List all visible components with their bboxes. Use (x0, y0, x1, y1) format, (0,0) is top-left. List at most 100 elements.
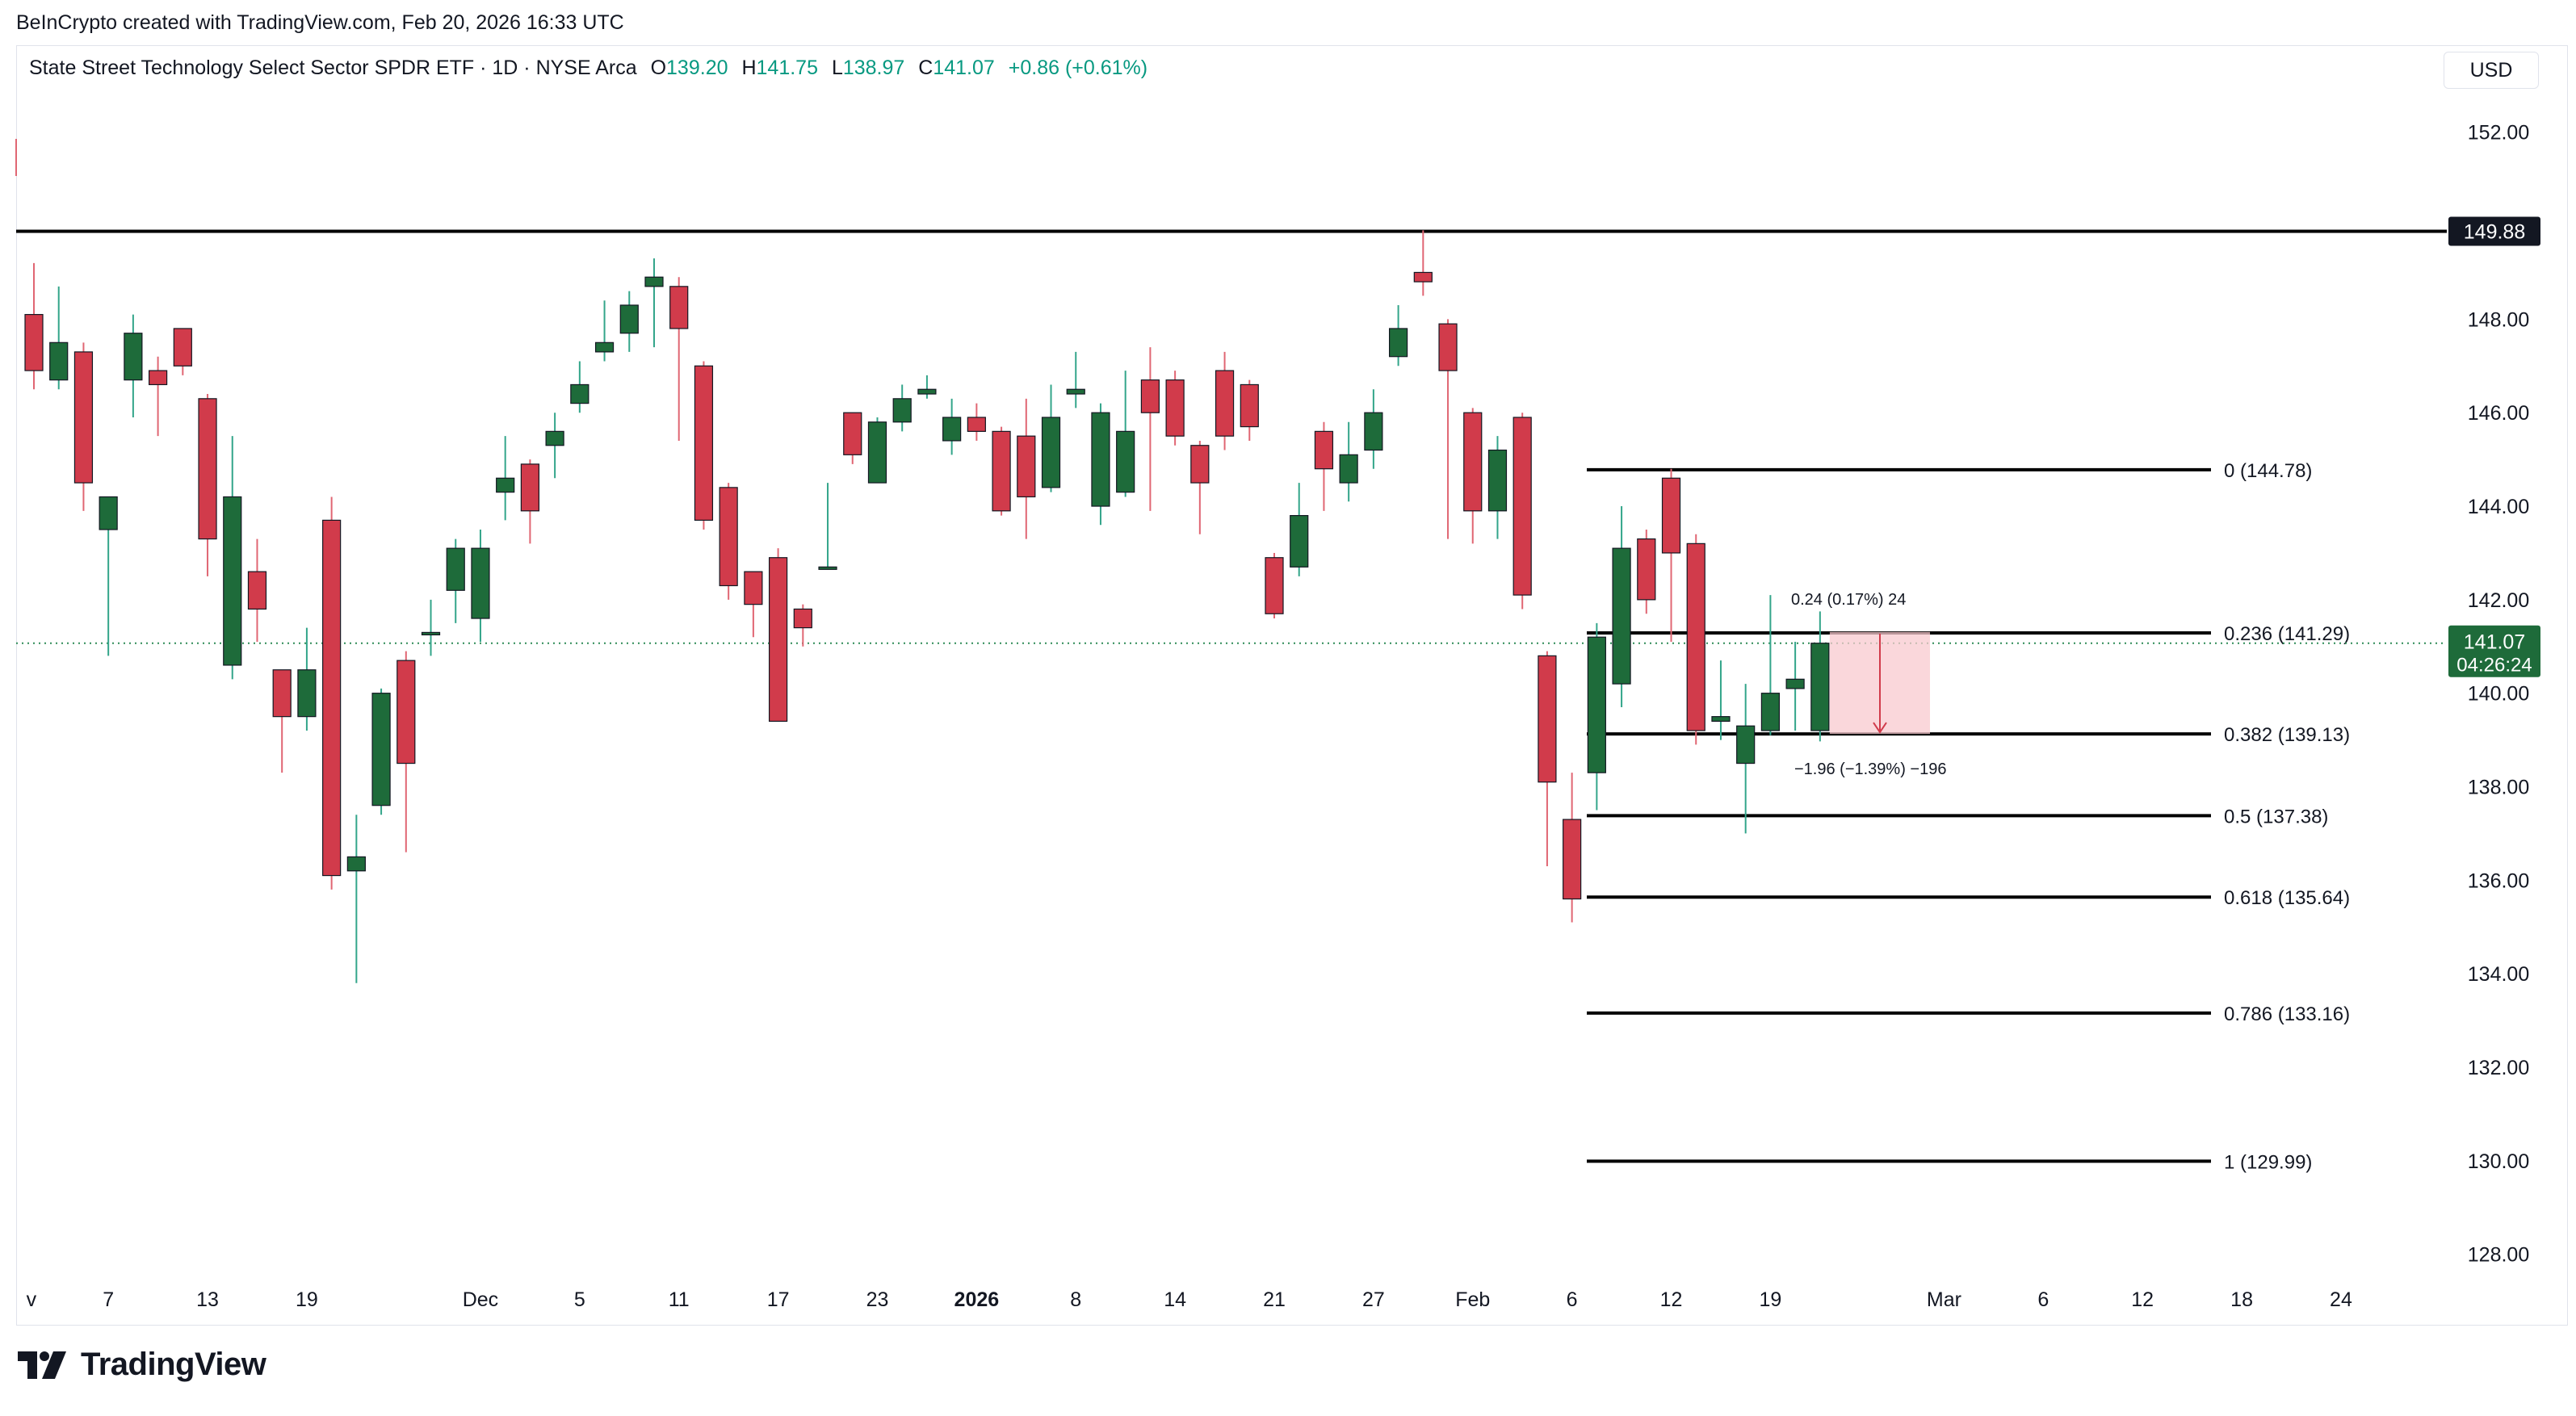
candle-body (1587, 636, 1606, 773)
measure-layer: 0.24 (0.17%) 24 −1.96 (−1.39%) −196 (1791, 591, 1946, 778)
candle-body (917, 388, 937, 395)
candle-body (1463, 412, 1483, 512)
candle-body (1388, 328, 1408, 358)
fib-level-label: 0.236 (141.29) (2224, 623, 2350, 645)
candle-body (867, 421, 887, 484)
candle-body (1066, 388, 1085, 395)
x-tick-label: 12 (1660, 1288, 1683, 1311)
candle-body (967, 417, 986, 432)
candle-body (1165, 379, 1185, 437)
candle-body (1413, 271, 1433, 283)
candle-body (818, 566, 837, 570)
chart-caption: BeInCrypto created with TradingView.com,… (16, 11, 624, 34)
tradingview-logo-icon (18, 1351, 66, 1379)
high-value: 141.75 (756, 57, 818, 79)
x-tick-label: 6 (1567, 1288, 1578, 1311)
y-tick-label: 146.00 (2468, 402, 2529, 425)
low-label: L (831, 57, 843, 79)
candle-body (1612, 547, 1631, 685)
candle-body (892, 398, 912, 423)
y-tick-label: 130.00 (2468, 1150, 2529, 1173)
candle-body (322, 519, 342, 877)
x-tick-label: 2026 (954, 1288, 1000, 1311)
candle-body (619, 304, 639, 334)
last-price-label: 141.07 (2464, 631, 2525, 654)
candle-body (173, 328, 192, 367)
fib-level-label: 1 (129.99) (2224, 1151, 2312, 1173)
candle-body (247, 571, 267, 610)
candle-body (843, 412, 862, 455)
candle-body (446, 547, 465, 591)
x-tick-label: Mar (1927, 1288, 1961, 1311)
candle-body (545, 430, 564, 446)
currency-button[interactable]: USD (2444, 52, 2539, 89)
candle-body (421, 631, 441, 635)
resistance-price-label: 149.88 (2464, 220, 2525, 243)
x-tick-label: v (27, 1288, 37, 1311)
y-tick-label: 142.00 (2468, 589, 2529, 612)
y-tick-label: 140.00 (2468, 683, 2529, 706)
symbol-title: State Street Technology Select Sector SP… (29, 57, 637, 79)
measure-upper-label: 0.24 (0.17%) 24 (1791, 591, 1906, 609)
candle-body (297, 669, 317, 718)
candle-body (1637, 538, 1656, 601)
symbol-legend[interactable]: State Street Technology Select Sector SP… (29, 57, 1147, 80)
brand-name: TradingView (81, 1347, 266, 1382)
y-tick-label: 132.00 (2468, 1057, 2529, 1079)
candle-body (124, 333, 143, 381)
x-tick-label: Dec (463, 1288, 498, 1311)
candle-body (1563, 819, 1582, 900)
candle-body (49, 341, 69, 381)
candle-body (1240, 383, 1259, 428)
candle-body (1538, 655, 1557, 783)
candle-body (1785, 678, 1805, 689)
close-value: 141.07 (933, 57, 995, 79)
bar-countdown-label: 04:26:24 (2456, 655, 2532, 677)
close-label: C (918, 57, 933, 79)
fib-level-label: 0.618 (135.64) (2224, 887, 2350, 909)
x-tick-label: 14 (1164, 1288, 1186, 1311)
resistance-price-tag (2448, 216, 2540, 246)
x-tick-label: 5 (574, 1288, 585, 1311)
candle-body (1339, 454, 1358, 484)
candle-body (24, 313, 44, 371)
candle-body (719, 487, 738, 587)
candle-body (198, 398, 217, 540)
x-tick-label: 21 (1263, 1288, 1286, 1311)
candle-body (99, 496, 118, 530)
x-tick-label: Feb (1455, 1288, 1490, 1311)
y-tick-label: 152.00 (2468, 122, 2529, 145)
y-tick-label: 148.00 (2468, 308, 2529, 331)
tradingview-logo[interactable]: TradingView (18, 1347, 266, 1383)
x-tick-label: 17 (767, 1288, 790, 1311)
x-tick-label: 23 (866, 1288, 889, 1311)
y-tick-label: 144.00 (2468, 496, 2529, 518)
candle-body (1686, 543, 1705, 731)
candle-body (223, 496, 242, 666)
x-tick-label: 19 (1759, 1288, 1781, 1311)
candle-body (371, 693, 391, 806)
x-tick-label: 13 (196, 1288, 219, 1311)
candle-body (73, 351, 94, 484)
y-tick-label: 138.00 (2468, 777, 2529, 799)
candle-body (694, 365, 714, 522)
candle-body (992, 430, 1011, 512)
candle-body (570, 383, 589, 404)
candle-body (768, 557, 788, 723)
x-tick-label: 6 (2037, 1288, 2049, 1311)
fib-level-label: 0.5 (137.38) (2224, 806, 2328, 827)
y-tick-label: 136.00 (2468, 869, 2529, 892)
candle-body (520, 463, 540, 512)
axes-layer: 152.00150.00148.00146.00144.00142.00140.… (27, 122, 2540, 1311)
candle-body (594, 341, 615, 353)
candle-body (496, 477, 515, 493)
fib-level-label: 0.786 (133.16) (2224, 1003, 2350, 1025)
open-value: 139.20 (666, 57, 728, 79)
candle-body (272, 669, 292, 718)
x-tick-label: 19 (296, 1288, 318, 1311)
y-tick-label: 128.00 (2468, 1244, 2529, 1267)
candle-body (1215, 370, 1235, 437)
candle-body (793, 608, 812, 629)
candle-body (396, 660, 416, 765)
